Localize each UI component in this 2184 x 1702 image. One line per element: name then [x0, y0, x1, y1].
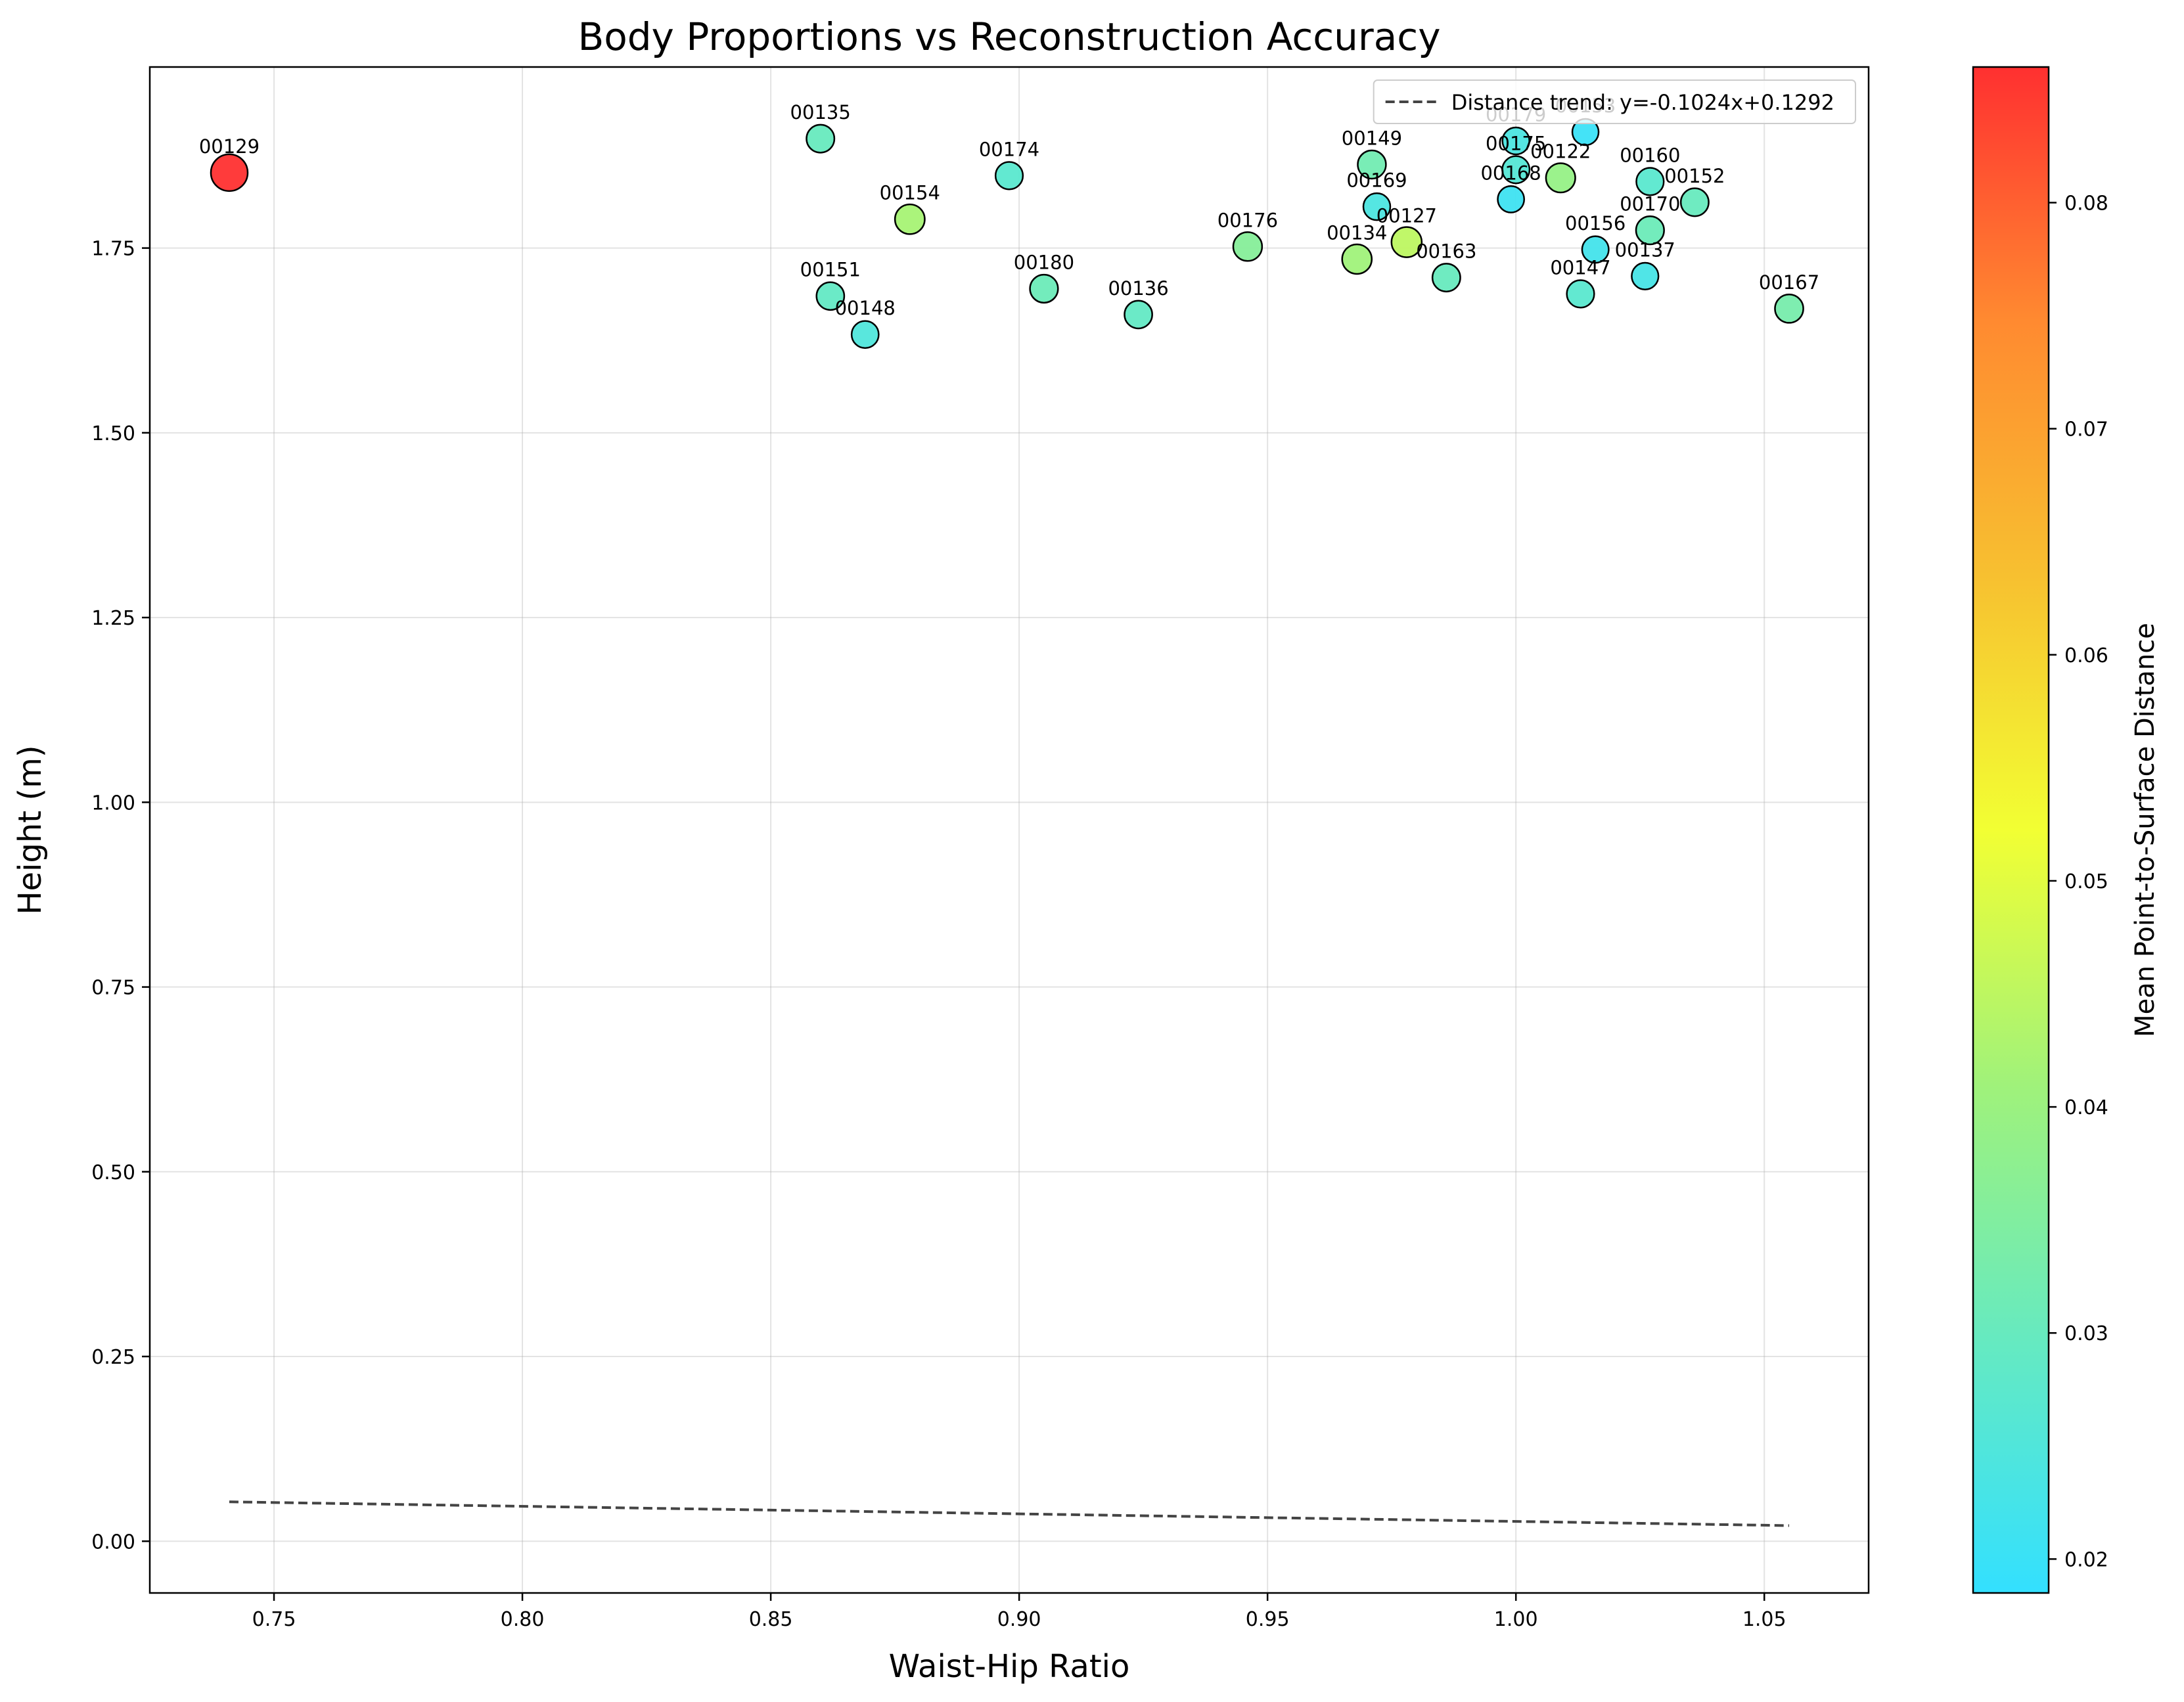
legend-box	[1373, 79, 1856, 124]
data-point	[1635, 215, 1665, 246]
point-label: 00175	[1486, 132, 1546, 154]
data-point	[210, 153, 249, 192]
data-point	[1341, 243, 1373, 275]
y-tick-label: 1.75	[91, 238, 135, 261]
colorbar-tick-label: 0.04	[2064, 1096, 2108, 1119]
data-point	[1362, 192, 1392, 221]
data-point	[1501, 155, 1531, 185]
point-label: 00129	[199, 135, 260, 158]
data-point	[806, 123, 836, 154]
point-label: 00169	[1346, 169, 1407, 192]
colorbar-tick-label: 0.07	[2064, 418, 2108, 441]
data-point	[850, 320, 880, 349]
colorbar-tick-label: 0.03	[2064, 1322, 2108, 1345]
point-label: 00160	[1620, 144, 1680, 166]
colorbar-tick-label: 0.08	[2064, 192, 2108, 215]
data-point	[1501, 126, 1530, 156]
x-tick-label: 0.85	[749, 1608, 793, 1631]
data-point	[1545, 162, 1576, 194]
point-label: 00148	[835, 297, 896, 319]
data-point	[1390, 226, 1423, 258]
data-point	[1431, 263, 1461, 293]
point-label: 00147	[1550, 256, 1610, 279]
point-label: 00174	[979, 138, 1039, 160]
data-point	[1631, 261, 1660, 290]
y-axis-label: Height (m)	[12, 745, 49, 914]
point-label: 00163	[1416, 240, 1476, 263]
y-tick-label: 1.25	[91, 607, 135, 630]
plot-frame	[148, 66, 1870, 1594]
colorbar-tick-label: 0.05	[2064, 870, 2108, 893]
x-tick-label: 0.80	[501, 1608, 545, 1631]
y-axis-ticks: 0.00 0.25 0.50 0.75 1.00 1.25 1.50 1.75	[91, 238, 150, 1554]
x-tick-label: 0.75	[252, 1608, 296, 1631]
y-tick-label: 0.25	[91, 1346, 135, 1369]
x-axis-label: Waist-Hip Ratio	[889, 1648, 1130, 1685]
point-label: 00154	[880, 182, 940, 204]
x-tick-label: 1.00	[1494, 1608, 1538, 1631]
point-label: 00134	[1327, 221, 1387, 244]
data-point	[1232, 231, 1263, 262]
legend: Distance trend: y=-0.1024x+0.1292	[1373, 79, 1856, 124]
x-tick-label: 1.05	[1742, 1608, 1786, 1631]
chart-title: Body Proportions vs Reconstruction Accur…	[578, 14, 1440, 59]
grid	[150, 67, 1869, 1593]
data-point	[815, 281, 846, 311]
colorbar-label: Mean Point-to-Surface Distance	[2130, 623, 2160, 1037]
x-axis-ticks: 0.75 0.80 0.85 0.90 0.95 1.00 1.05	[252, 1593, 1786, 1631]
data-point	[1566, 279, 1595, 309]
data-point	[1357, 149, 1387, 180]
trend-line-layer	[229, 1500, 1790, 1527]
y-tick-label: 1.50	[91, 422, 135, 445]
data-point	[994, 161, 1024, 190]
data-point	[1581, 235, 1610, 264]
point-label: 00167	[1759, 271, 1819, 294]
point-label: 00135	[790, 101, 851, 123]
point-label: 00168	[1480, 162, 1541, 184]
points-layer	[210, 118, 1804, 349]
legend-entry-label: Distance trend: y=-0.1024x+0.1292	[1451, 90, 1834, 115]
y-tick-label: 1.00	[91, 792, 135, 815]
point-label: 00137	[1615, 238, 1675, 261]
colorbar-tick-label: 0.06	[2064, 644, 2108, 667]
data-point	[1124, 300, 1153, 330]
point-label: 00152	[1664, 165, 1725, 187]
point-label: 00156	[1565, 212, 1626, 235]
point-label: 00180	[1014, 251, 1074, 273]
point-label: 00151	[800, 259, 861, 281]
data-point	[1497, 185, 1526, 213]
data-point	[1679, 187, 1710, 217]
y-tick-label: 0.50	[91, 1161, 135, 1184]
point-label: 00176	[1217, 209, 1278, 231]
point-label: 00149	[1342, 127, 1402, 149]
data-point	[1774, 294, 1804, 324]
y-tick-label: 0.00	[91, 1531, 135, 1554]
colorbar: 0.02 0.03 0.04 0.05 0.06 0.07 0.08 Mean Point-…	[1972, 66, 2160, 1594]
data-point	[1635, 167, 1665, 196]
trend-line	[229, 1500, 1790, 1527]
point-label: 00136	[1108, 277, 1168, 300]
x-tick-label: 0.95	[1246, 1608, 1290, 1631]
colorbar-ticks: 0.02 0.03 0.04 0.05 0.06 0.07 0.08	[2049, 192, 2108, 1571]
point-label: 00170	[1620, 193, 1680, 215]
colorbar-tick-label: 0.02	[2064, 1548, 2108, 1571]
y-tick-label: 0.75	[91, 977, 135, 1000]
colorbar-gradient	[1972, 66, 2050, 1594]
data-point	[894, 203, 926, 235]
point-label: 00127	[1376, 205, 1437, 227]
data-point	[1029, 273, 1059, 304]
x-tick-label: 0.90	[997, 1608, 1041, 1631]
point-label: 00122	[1530, 141, 1591, 163]
